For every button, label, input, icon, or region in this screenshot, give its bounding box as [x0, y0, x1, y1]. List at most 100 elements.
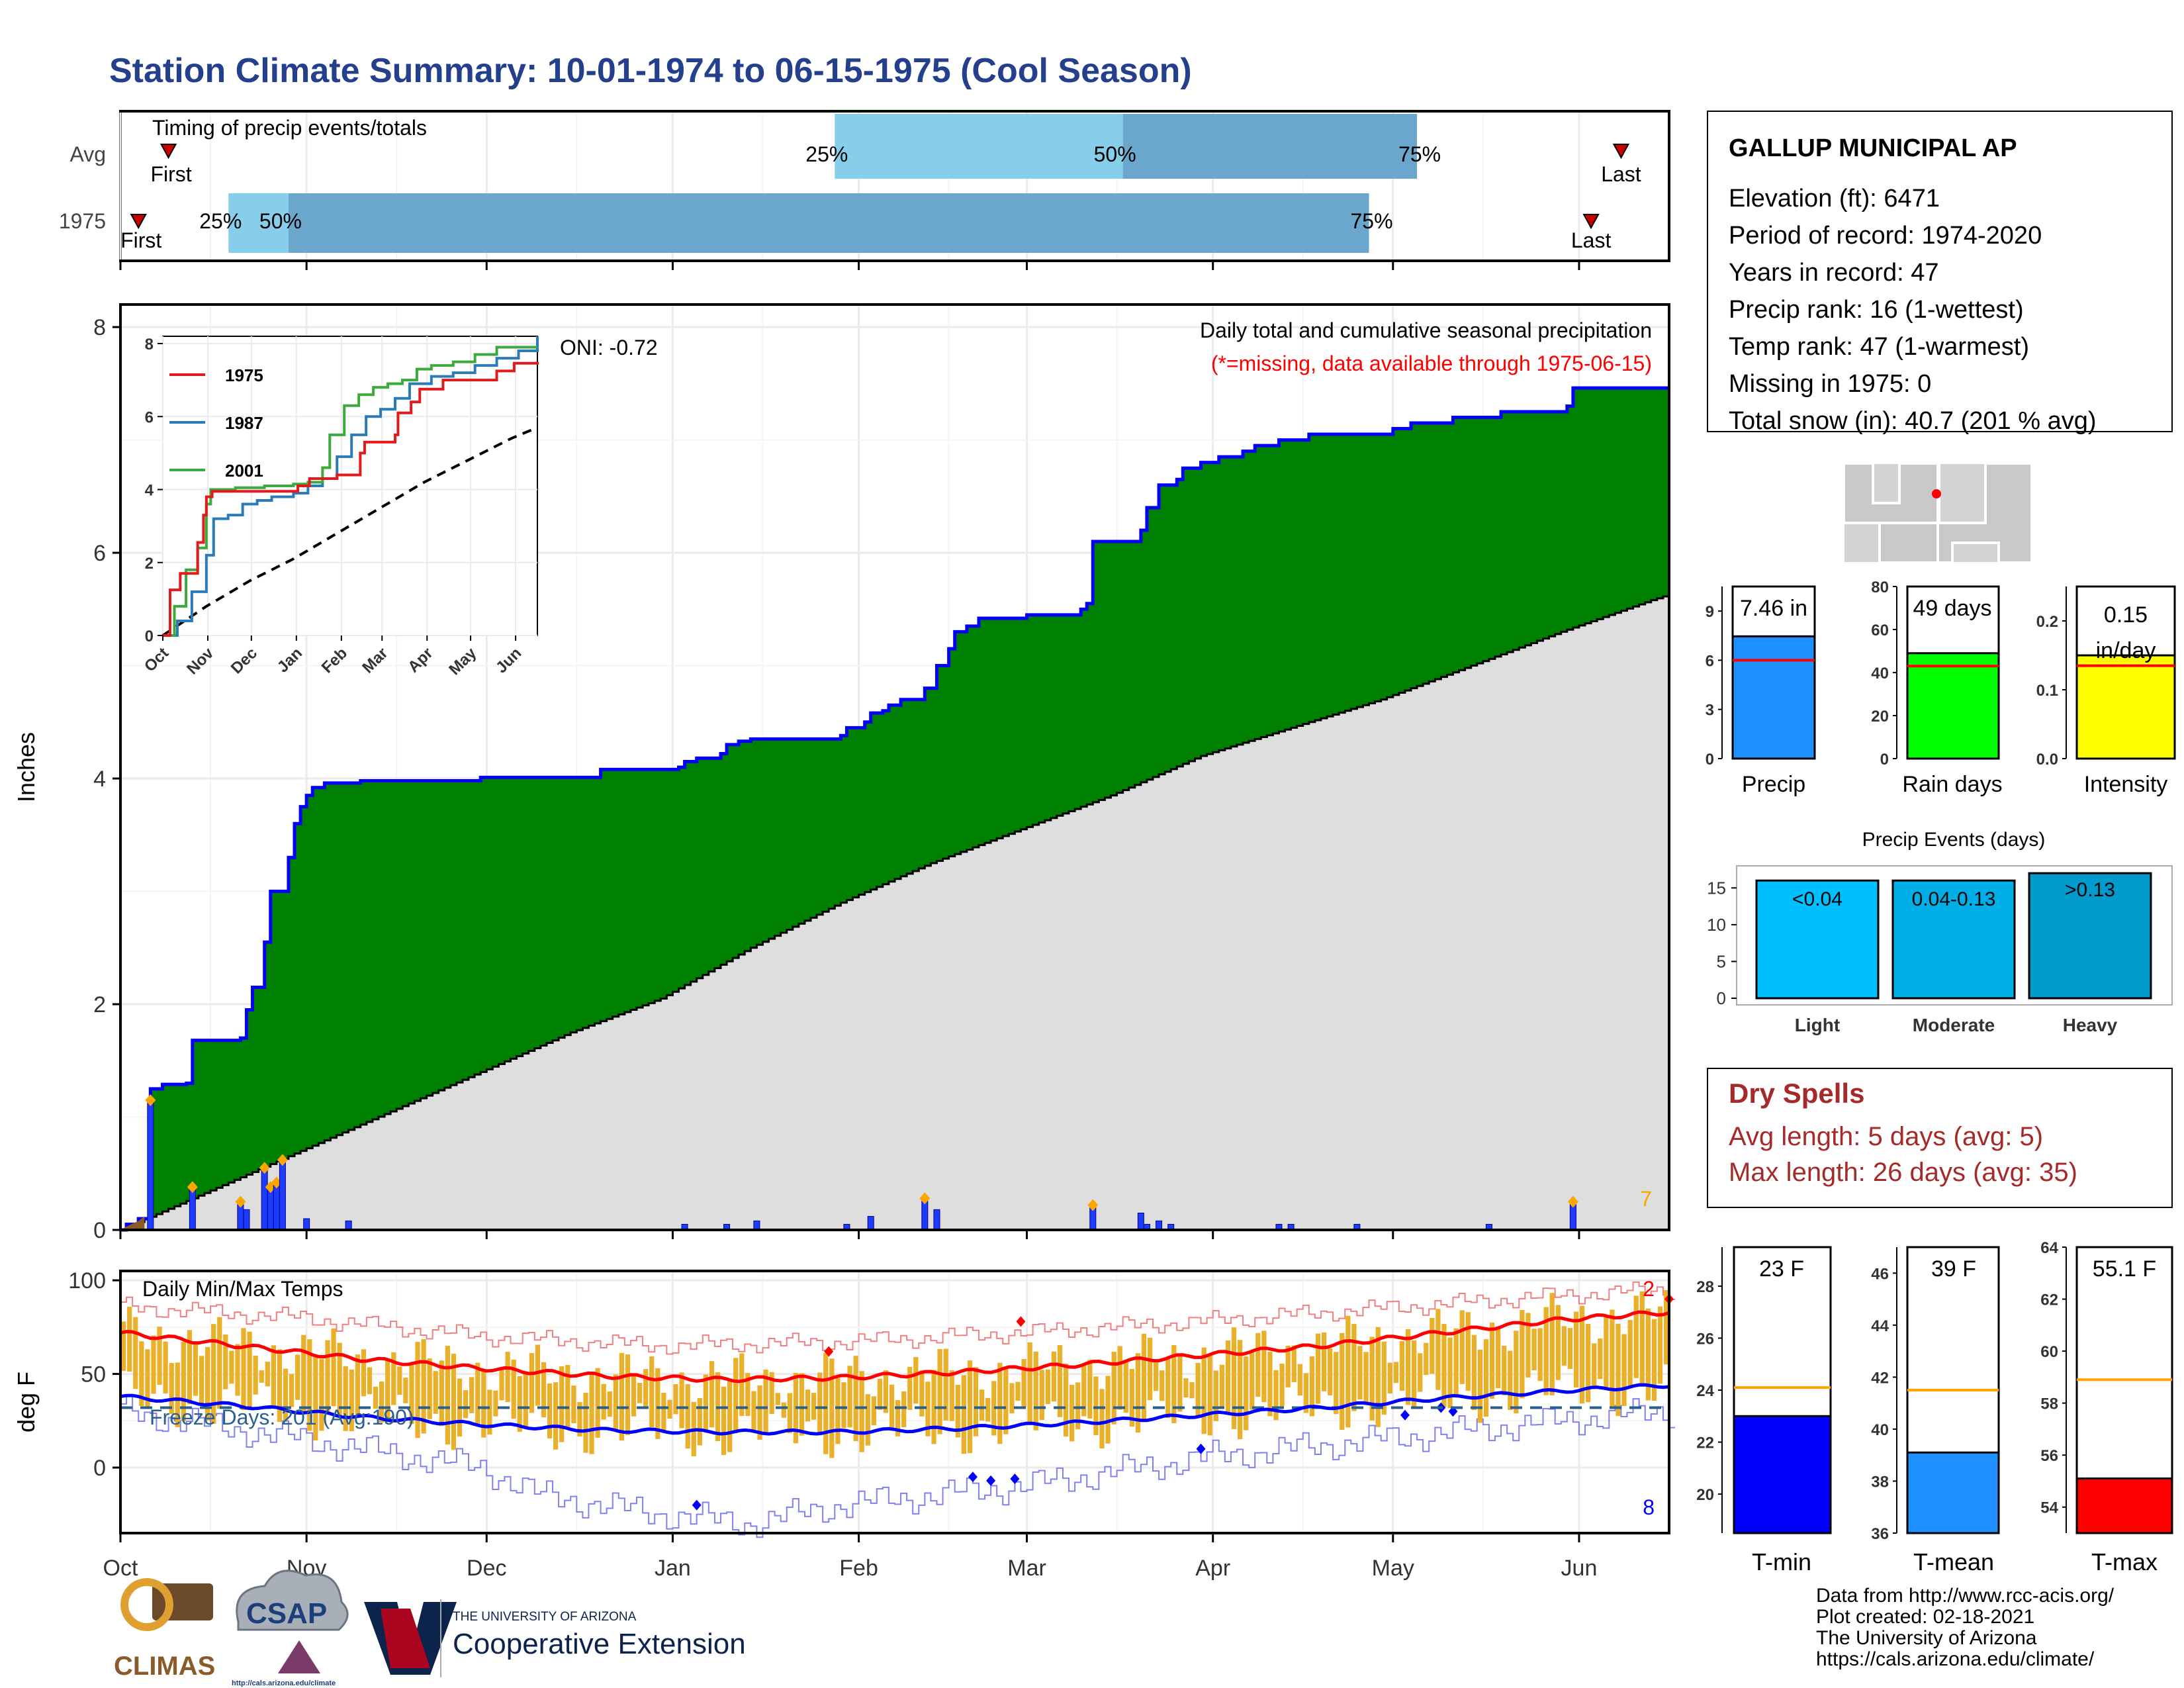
daily-temp-bar: [763, 1369, 768, 1432]
timing-1975-first-label: First: [120, 228, 161, 252]
daily-temp-bar: [805, 1389, 811, 1422]
daily-temp-bar: [1309, 1356, 1315, 1417]
timing-bar-q25-q50: [835, 114, 1123, 179]
daily-temp-bar: [1471, 1335, 1477, 1411]
timing-marker: [159, 144, 177, 160]
daily-temp-bar: [1303, 1373, 1308, 1413]
daily-temp-bar: [637, 1383, 643, 1403]
temp-summary-y-tick-label: 62: [2040, 1291, 2058, 1309]
daily-temp-bar: [721, 1386, 727, 1455]
inset-legend-2001: 2001: [225, 461, 263, 481]
timing-row-label-avg: Avg: [69, 142, 106, 166]
daily-temp-bar: [1651, 1319, 1657, 1401]
daily-temp-bar: [1514, 1331, 1519, 1414]
footer-line-1: Data from http://www.rcc-acis.org/: [1816, 1585, 2115, 1607]
daily-temp-bar: [319, 1358, 324, 1431]
month-tick-label: Dec: [467, 1556, 506, 1581]
precip-y-axis-label: Inches: [13, 732, 40, 802]
daily-temp-bar: [1165, 1358, 1171, 1419]
rain-days-label: Rain days: [1902, 772, 2002, 797]
daily-temp-bar: [1418, 1353, 1423, 1392]
events-y-tick-label: 5: [1717, 951, 1726, 971]
tmax-label: T-max: [2091, 1548, 2158, 1575]
temp-summary-y-tick-label: 60: [2040, 1343, 2058, 1361]
daily-temp-bar: [1525, 1313, 1531, 1378]
daily-temp-bar: [1147, 1337, 1153, 1401]
summary-bar: [2075, 654, 2176, 760]
temperature-summary-bars: 20 22 24 26 28 36 38 40 42 44 46 54 56 58 60 62 64 23 …: [1696, 1239, 2173, 1575]
daily-temp-bar: [1069, 1384, 1075, 1442]
daily-temp-bar: [541, 1362, 547, 1418]
daily-temp-bar: [967, 1360, 973, 1454]
timing-marker: [130, 214, 147, 230]
daily-temp-bar: [1154, 1360, 1159, 1391]
daily-temp-bar: [565, 1365, 570, 1427]
daily-temp-bar: [451, 1353, 457, 1450]
timing-avg-last-label: Last: [1601, 162, 1641, 186]
daily-temp-bar: [595, 1368, 600, 1438]
daily-precip-bar: [147, 1100, 154, 1231]
daily-temp-bar: [547, 1383, 553, 1439]
svg-text:CLIMAS: CLIMAS: [114, 1652, 215, 1681]
timing-avg-first-label: First: [150, 162, 191, 186]
daily-temp-bar: [679, 1372, 684, 1429]
daily-temp-bar: [517, 1376, 522, 1432]
daily-temp-bar: [649, 1356, 655, 1428]
svg-text:Cooperative Extension: Cooperative Extension: [453, 1628, 746, 1660]
daily-temp-bar: [925, 1382, 931, 1436]
temp-summary-y-tick-label: 54: [2040, 1499, 2058, 1517]
daily-temp-bar: [1399, 1340, 1405, 1391]
daily-temp-bar: [1201, 1347, 1206, 1434]
daily-temp-bar: [1645, 1308, 1651, 1401]
daily-temp-bar: [1495, 1326, 1501, 1389]
daily-temp-bar: [769, 1372, 774, 1414]
events-label-heavy: Heavy: [2063, 1015, 2118, 1035]
daily-temp-bar: [313, 1356, 318, 1441]
footer-line-2: Plot created: 02-18-2021: [1816, 1606, 2034, 1628]
daily-temp-bar: [283, 1368, 289, 1421]
daily-temp-bar: [1267, 1352, 1273, 1417]
snow-marker: [1567, 1196, 1578, 1208]
daily-temp-bar: [277, 1349, 283, 1423]
daily-temp-bar: [1561, 1326, 1567, 1366]
record-high-line: [120, 1281, 1676, 1355]
daily-temp-bar: [1598, 1338, 1603, 1380]
daily-temp-bar: [979, 1389, 985, 1421]
daily-temp-bar: [1633, 1295, 1639, 1378]
daily-temp-bar: [535, 1344, 541, 1406]
daily-temp-bar: [643, 1369, 649, 1409]
rain-days-bar-chart: 0 20 40 60 80: [1871, 579, 2000, 769]
daily-temp-bar: [1543, 1307, 1549, 1395]
dry-spells-avg: Avg length: 5 days (avg: 5): [1729, 1122, 2043, 1151]
daily-temp-bar: [739, 1353, 745, 1417]
daily-temp-bar: [949, 1370, 954, 1421]
temp-summary-y-tick-label: 58: [2040, 1395, 2058, 1413]
daily-temp-bar: [1567, 1328, 1573, 1369]
daily-temp-bar: [1291, 1345, 1297, 1383]
daily-temp-bar: [1657, 1306, 1663, 1384]
daily-temp-bar: [817, 1372, 823, 1436]
daily-temp-bar: [1627, 1319, 1633, 1387]
summary-y-tick-label: 80: [1871, 579, 1889, 596]
precip-total-value: 7.46 in: [1740, 596, 1807, 621]
daily-temp-bar: [433, 1371, 438, 1414]
daily-temp-bar: [1225, 1340, 1231, 1413]
daily-temp-bar: [1340, 1333, 1345, 1430]
y-tick-label: 4: [93, 767, 106, 792]
y-tick-label: 8: [93, 315, 106, 340]
timing-bar-q50-q75: [1122, 114, 1418, 179]
temp-summary-bar: [1906, 1451, 2000, 1534]
timing-bar-q25-q50: [228, 193, 289, 253]
daily-temp-bar: [1087, 1359, 1093, 1419]
timing-marker: [1582, 214, 1600, 230]
temp-summary-y-tick-label: 26: [1696, 1330, 1714, 1348]
daily-temp-bar: [169, 1363, 174, 1415]
daily-temp-bar: [1435, 1309, 1441, 1390]
daily-temp-bar: [1615, 1323, 1621, 1417]
summary-y-tick-label: 6: [1706, 652, 1714, 670]
daily-temp-bar: [1610, 1309, 1615, 1407]
svg-text:THE UNIVERSITY OF ARIZONA: THE UNIVERSITY OF ARIZONA: [453, 1610, 637, 1624]
daily-temp-bar: [589, 1371, 594, 1454]
tmax-value: 55.1 F: [2093, 1256, 2156, 1282]
temp-top-count: 2: [1643, 1277, 1655, 1301]
